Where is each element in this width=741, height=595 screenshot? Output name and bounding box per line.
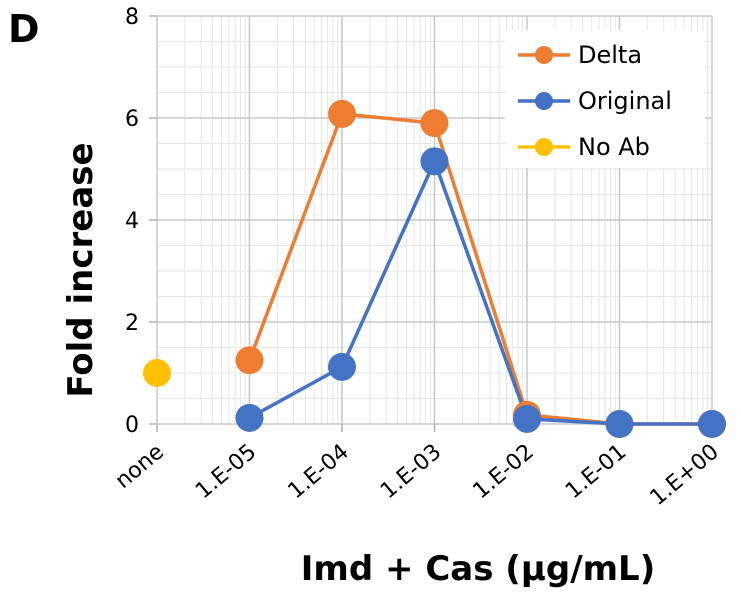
legend-label: Delta <box>578 41 642 69</box>
legend-marker <box>535 46 553 64</box>
x-tick-label: 1.E-01 <box>561 439 631 504</box>
legend-label: No Ab <box>578 133 650 161</box>
x-axis-title: Imd + Cas (μg/mL) <box>301 549 656 589</box>
y-tick-label: 6 <box>125 107 139 132</box>
x-tick-label: 1.E-05 <box>191 439 261 504</box>
data-point-original <box>698 410 726 438</box>
x-tick-label: none <box>111 439 169 493</box>
y-tick-label: 2 <box>125 311 139 336</box>
data-point-original <box>513 405 541 433</box>
series-line-original <box>250 161 713 424</box>
data-point-original <box>421 147 449 175</box>
x-tick-label: 1.E-04 <box>284 439 354 504</box>
data-point-delta <box>328 100 356 128</box>
data-point-original <box>606 410 634 438</box>
data-point-original <box>236 404 264 432</box>
data-point-delta <box>421 109 449 137</box>
x-tick-label: 1.E-03 <box>376 439 446 504</box>
x-tick-label: 1.E+00 <box>645 439 723 510</box>
y-tick-label: 0 <box>125 413 139 438</box>
data-point-no-ab <box>143 359 171 387</box>
panel-label: D <box>8 7 40 51</box>
legend-marker <box>535 138 553 156</box>
legend-label: Original <box>578 87 672 115</box>
y-tick-label: 8 <box>125 5 139 30</box>
legend: Delta Original No Ab <box>505 30 705 168</box>
data-point-original <box>328 353 356 381</box>
y-axis-title: Fold increase <box>61 142 101 397</box>
y-tick-label: 4 <box>125 209 139 234</box>
data-point-delta <box>236 346 264 374</box>
x-tick-label: 1.E-02 <box>469 439 539 504</box>
legend-marker <box>535 92 553 110</box>
